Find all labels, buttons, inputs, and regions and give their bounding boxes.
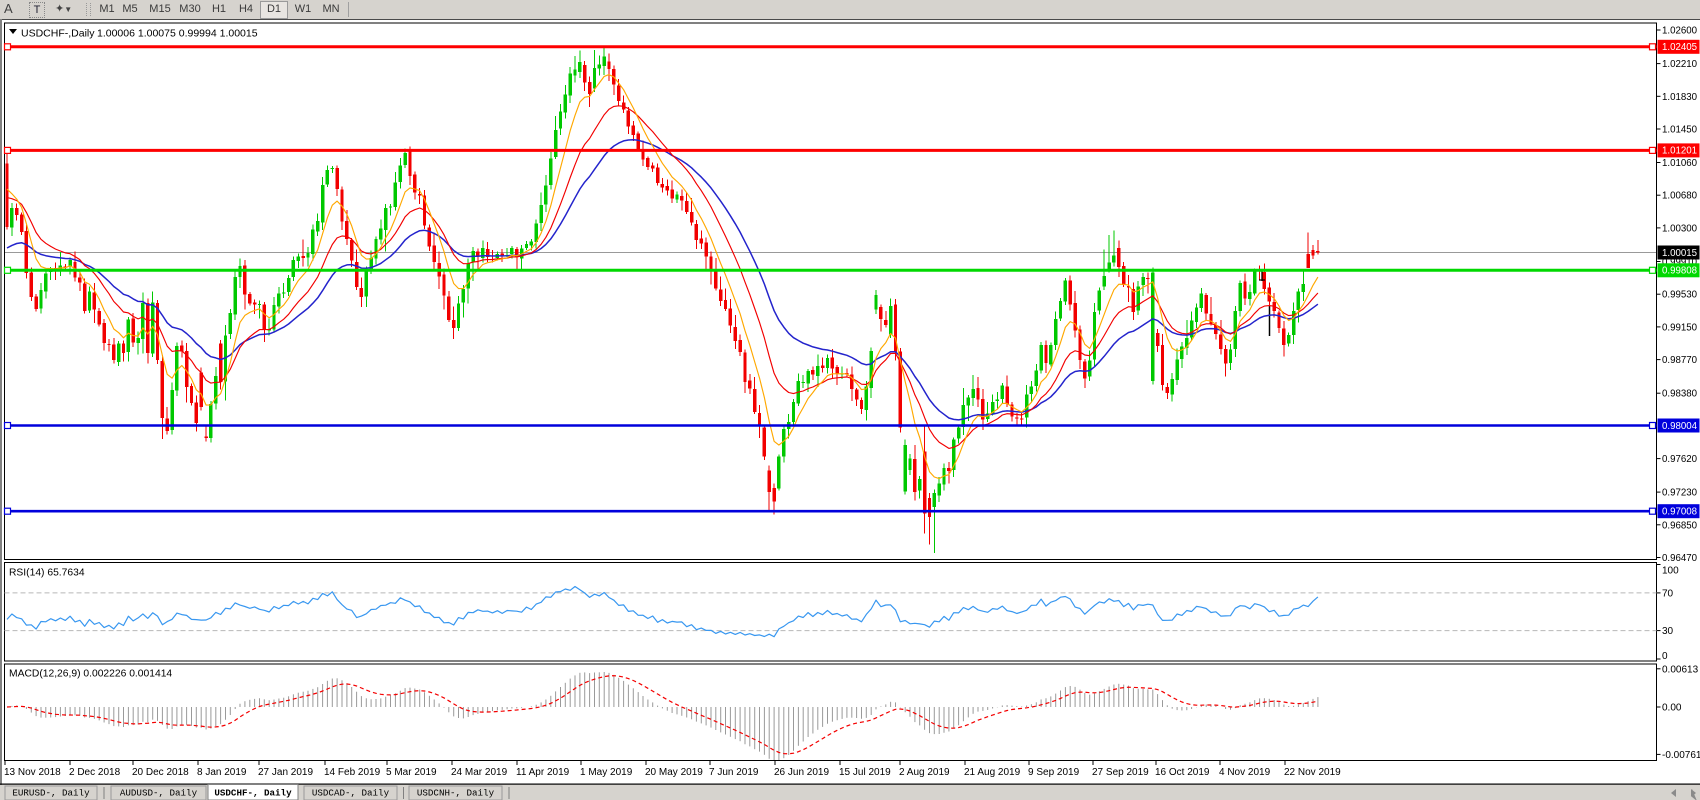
svg-text:0.97620: 0.97620 [1662, 454, 1698, 465]
svg-text:1 May 2019: 1 May 2019 [580, 767, 633, 778]
svg-text:100: 100 [1662, 566, 1679, 577]
svg-text:13 Nov 2018: 13 Nov 2018 [4, 767, 61, 778]
svg-text:0.99530: 0.99530 [1662, 290, 1698, 301]
svg-text:0.00613: 0.00613 [1662, 664, 1699, 675]
svg-text:5 Mar 2019: 5 Mar 2019 [386, 767, 437, 778]
svg-text:22 Nov 2019: 22 Nov 2019 [1284, 767, 1341, 778]
svg-text:0.98380: 0.98380 [1662, 389, 1698, 400]
svg-text:1.00680: 1.00680 [1662, 191, 1698, 202]
svg-text:27 Jan 2019: 27 Jan 2019 [258, 767, 313, 778]
svg-text:30: 30 [1662, 626, 1674, 637]
svg-text:14 Feb 2019: 14 Feb 2019 [324, 767, 381, 778]
svg-text:8 Jan 2019: 8 Jan 2019 [197, 767, 247, 778]
svg-text:0.97230: 0.97230 [1662, 488, 1698, 499]
svg-text:-0.007612: -0.007612 [1662, 750, 1700, 761]
svg-text:11 Apr 2019: 11 Apr 2019 [516, 767, 570, 778]
svg-text:16 Oct 2019: 16 Oct 2019 [1155, 767, 1210, 778]
svg-text:20 Dec 2018: 20 Dec 2018 [132, 767, 189, 778]
svg-text:7 Jun 2019: 7 Jun 2019 [709, 767, 759, 778]
svg-text:USDCAD-, Daily: USDCAD-, Daily [312, 788, 390, 799]
svg-text:9 Sep 2019: 9 Sep 2019 [1028, 767, 1080, 778]
svg-text:USDCNH-, Daily: USDCNH-, Daily [417, 788, 495, 799]
svg-text:0.98770: 0.98770 [1662, 355, 1698, 366]
svg-text:1.01060: 1.01060 [1662, 158, 1698, 169]
svg-text:21 Aug 2019: 21 Aug 2019 [964, 767, 1021, 778]
svg-text:1.02600: 1.02600 [1662, 26, 1698, 37]
svg-text:USDCHF-,Daily: USDCHF-,Daily [21, 28, 95, 40]
svg-text:27 Sep 2019: 27 Sep 2019 [1092, 767, 1149, 778]
svg-text:MACD(12,26,9) 0.002226 0.00141: MACD(12,26,9) 0.002226 0.001414 [9, 669, 172, 680]
svg-text:0.96470: 0.96470 [1662, 553, 1698, 564]
svg-text:RSI(14) 65.7634: RSI(14) 65.7634 [9, 568, 85, 579]
svg-text:0.00: 0.00 [1662, 703, 1682, 714]
svg-text:AUDUSD-, Daily: AUDUSD-, Daily [120, 788, 198, 799]
svg-text:USDCHF-, Daily: USDCHF-, Daily [214, 788, 292, 799]
svg-text:1.01830: 1.01830 [1662, 92, 1698, 103]
svg-text:15 Jul 2019: 15 Jul 2019 [839, 767, 891, 778]
svg-text:26 Jun 2019: 26 Jun 2019 [774, 767, 829, 778]
svg-text:4 Nov 2019: 4 Nov 2019 [1219, 767, 1271, 778]
svg-text:1.02405: 1.02405 [1662, 42, 1697, 53]
svg-text:0.99808: 0.99808 [1662, 266, 1697, 277]
svg-text:1.02210: 1.02210 [1662, 59, 1698, 70]
svg-text:0.96850: 0.96850 [1662, 520, 1698, 531]
svg-text:2 Dec 2018: 2 Dec 2018 [69, 767, 121, 778]
svg-text:0.99910: 0.99910 [1662, 257, 1698, 268]
svg-text:EURUSD-, Daily: EURUSD-, Daily [12, 788, 90, 799]
svg-text:1.00006 1.00075 0.99994 1.0001: 1.00006 1.00075 0.99994 1.00015 [97, 28, 258, 40]
svg-text:0.97008: 0.97008 [1662, 507, 1697, 518]
svg-text:1.00015: 1.00015 [1662, 248, 1697, 259]
svg-text:24 Mar 2019: 24 Mar 2019 [451, 767, 508, 778]
svg-text:1.01201: 1.01201 [1662, 146, 1697, 157]
svg-text:20 May 2019: 20 May 2019 [645, 767, 703, 778]
svg-text:2 Aug 2019: 2 Aug 2019 [899, 767, 950, 778]
svg-text:1.00300: 1.00300 [1662, 223, 1698, 234]
svg-text:70: 70 [1662, 588, 1674, 599]
svg-text:0: 0 [1662, 651, 1668, 662]
svg-text:0.99150: 0.99150 [1662, 322, 1698, 333]
svg-text:1.01450: 1.01450 [1662, 125, 1698, 136]
svg-text:0.98004: 0.98004 [1662, 421, 1698, 432]
